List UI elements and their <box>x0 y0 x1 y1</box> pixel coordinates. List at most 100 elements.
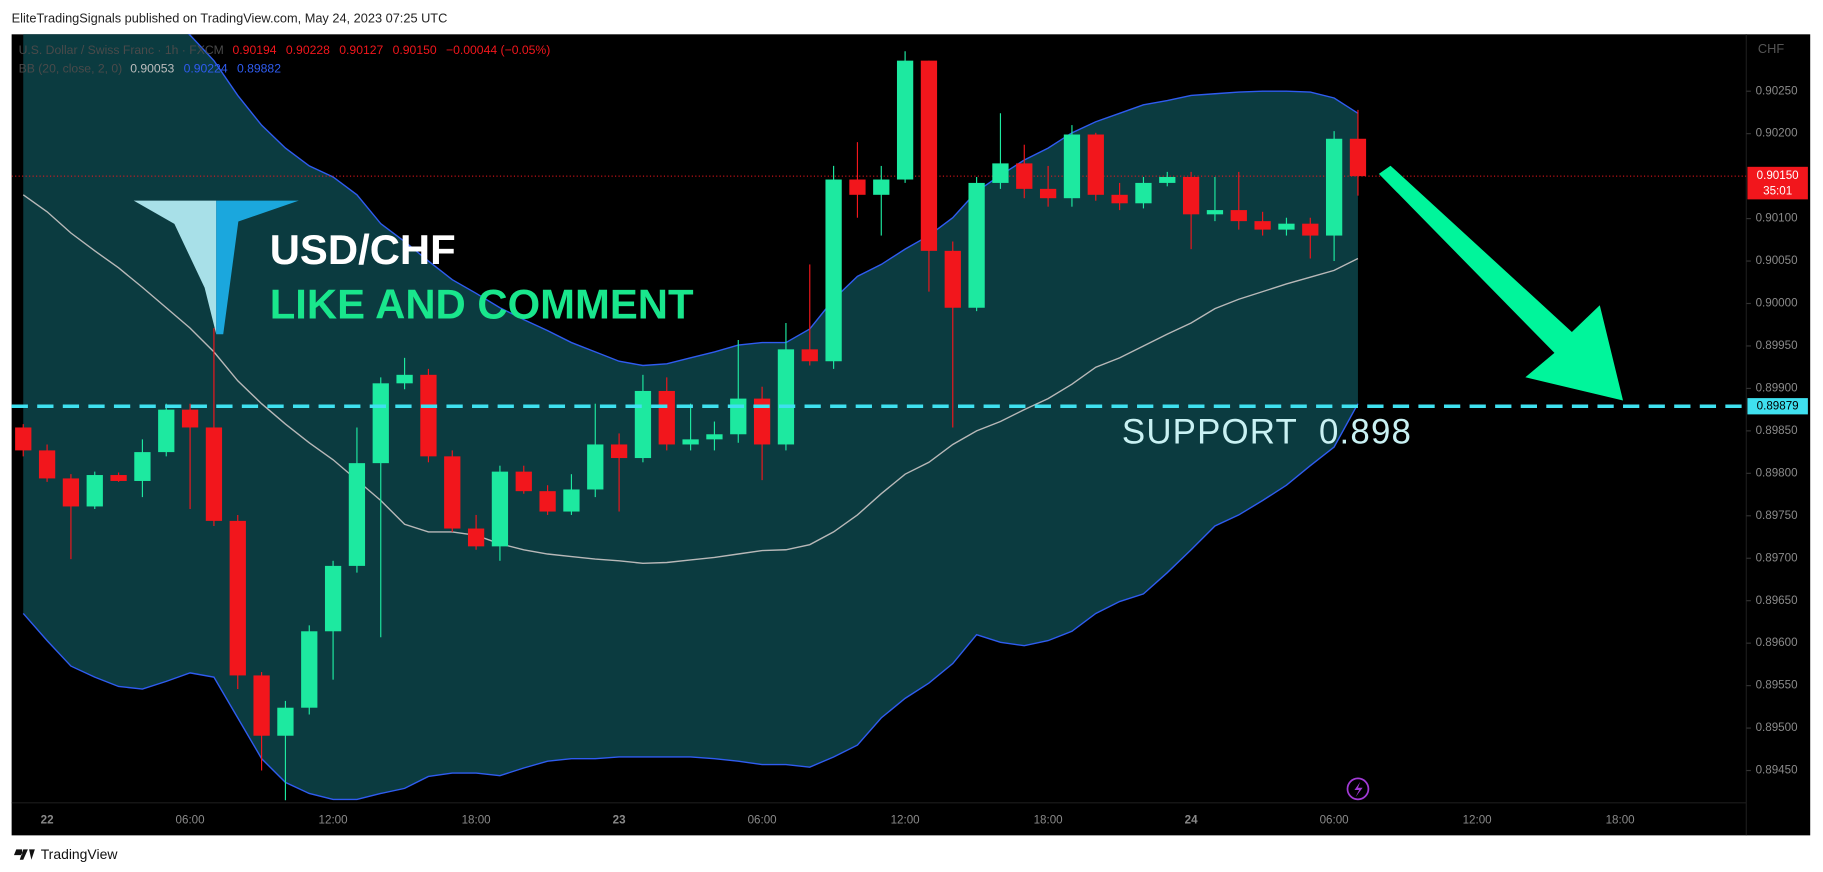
candle-body <box>348 463 366 566</box>
candle-body <box>1135 182 1152 204</box>
candle-body <box>134 452 151 481</box>
candle-body <box>1111 194 1128 204</box>
y-tick-label: 0.89650 <box>1756 594 1798 607</box>
candle-body <box>920 60 938 251</box>
candle-body <box>1254 221 1271 230</box>
candle-body <box>205 427 223 521</box>
candle-body <box>658 390 675 445</box>
x-tick-label: 12:00 <box>319 813 348 826</box>
candle-body <box>992 163 1009 183</box>
candle-body <box>825 179 842 362</box>
legend-symbol: U.S. Dollar / Swiss Franc · 1h · FXCM <box>19 43 224 57</box>
candle-body <box>706 434 723 440</box>
candle-body <box>730 398 747 435</box>
candle-body <box>873 179 890 195</box>
legend-value: 0.90150 <box>393 43 437 57</box>
overlay: 0.90194 0.90228 0.90127 0.90150 −0.00044 (−0… <box>11 43 1808 826</box>
y-tick-label: 0.89950 <box>1756 339 1798 352</box>
candle-body <box>610 444 628 459</box>
last-price-label: 0.90150 <box>1757 169 1799 182</box>
bb-lower <box>22 403 1359 801</box>
y-tick-label: 0.89750 <box>1756 509 1798 522</box>
candle-body <box>396 374 413 384</box>
candle-body <box>1016 163 1033 189</box>
currency: CHF <box>1758 41 1784 56</box>
alert-icon <box>1354 781 1363 797</box>
candle-body <box>324 565 342 632</box>
candle-body <box>444 456 461 529</box>
y-tick-label: 0.90050 <box>1756 254 1798 267</box>
y-tick-label: 0.90250 <box>1756 84 1798 97</box>
candle-body <box>491 471 509 547</box>
legend-value: 0.90127 <box>339 43 383 57</box>
plot <box>11 34 1747 801</box>
candle-body <box>372 383 389 464</box>
legend-bb: BB (20, close, 2, 0) <box>19 61 123 75</box>
footer: TradingView <box>41 846 119 862</box>
candle-body <box>753 398 771 445</box>
y-tick-label: 0.89850 <box>1756 424 1798 437</box>
legend-bb-value: 0.89882 <box>237 61 281 75</box>
support-label: 0.89879 <box>1757 399 1799 412</box>
candle-body <box>1325 138 1343 236</box>
support-tag <box>1747 398 1808 415</box>
last-price-tag <box>1747 166 1808 200</box>
legend-value: 0.90228 <box>286 43 330 57</box>
alert-icon[interactable] <box>1346 777 1370 801</box>
candle-body <box>1063 134 1081 199</box>
x-tick-label: 22 <box>41 813 54 826</box>
annotation: USD/CHF <box>270 226 456 273</box>
candle-body <box>181 409 199 428</box>
y-tick-label: 0.89500 <box>1756 721 1798 734</box>
candle-body <box>277 707 294 736</box>
legend-value: 0.90194 <box>233 43 277 57</box>
candle-body <box>1230 210 1247 222</box>
candle-body <box>1278 223 1295 230</box>
candle-body <box>539 491 556 512</box>
candle-body <box>110 475 127 481</box>
x-tick-label: 18:00 <box>1034 813 1063 826</box>
candle-body <box>1182 176 1200 215</box>
bb-upper <box>188 34 1359 367</box>
y-tick-label: 0.89600 <box>1756 636 1798 649</box>
bb-basis <box>22 194 1359 565</box>
candle-body <box>1039 188 1057 199</box>
y-tick-label: 0.90000 <box>1756 297 1798 310</box>
annotation: SUPPORT 0.898 <box>1122 412 1412 451</box>
candle-body <box>62 478 80 507</box>
x-tick-label: 06:00 <box>176 813 205 826</box>
legend-bb-value: 0.90053 <box>130 61 174 75</box>
candle-body <box>682 439 699 445</box>
legend-bb-value: 0.90224 <box>184 61 228 75</box>
y-tick-label: 0.89700 <box>1756 551 1798 564</box>
candle-body <box>801 349 818 362</box>
legend-value: −0.00044 (−0.05%) <box>446 43 550 57</box>
candle-body <box>563 489 580 512</box>
tv-logo <box>13 849 35 860</box>
candle-body <box>301 631 318 708</box>
x-tick-label: 24 <box>1185 813 1198 826</box>
candle-body <box>253 675 270 736</box>
logo <box>216 200 299 335</box>
y-tick-label: 0.89800 <box>1756 466 1798 479</box>
candle-body <box>1159 176 1176 183</box>
candle-body <box>1349 138 1367 177</box>
x-tick-label: 12:00 <box>1463 813 1492 826</box>
y-tick-label: 0.90100 <box>1756 212 1798 225</box>
header: EliteTradingSignals published on Trading… <box>12 11 448 26</box>
x-tick-label: 18:00 <box>1606 813 1635 826</box>
countdown: 35:01 <box>1763 184 1792 197</box>
x-tick-label: 06:00 <box>748 813 777 826</box>
candle-body <box>634 390 652 459</box>
candle-body <box>777 349 795 445</box>
candle-body <box>1087 134 1104 195</box>
candle-body <box>968 182 985 308</box>
candle-body <box>1302 223 1319 236</box>
candle-body <box>515 471 532 492</box>
x-tick-label: 12:00 <box>891 813 920 826</box>
candle-body <box>896 60 914 180</box>
candle-body <box>15 427 32 451</box>
candle-body <box>467 528 485 547</box>
x-tick-label: 23 <box>613 813 626 826</box>
